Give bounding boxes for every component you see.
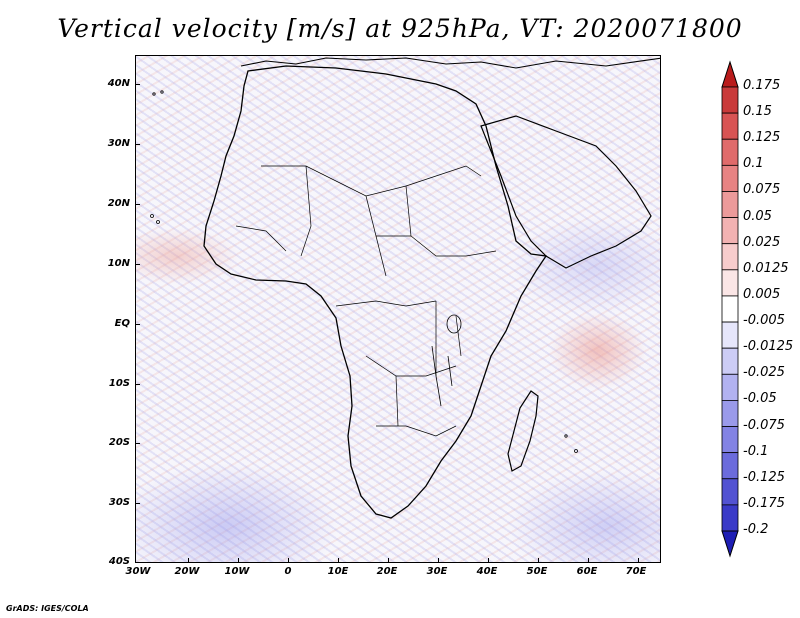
colorbar-svg [721, 60, 739, 558]
lat-tick [135, 384, 140, 385]
colorbar-segment [721, 400, 739, 427]
lon-label-70e: 70E [625, 566, 647, 577]
colorbar-label: -0.05 [743, 391, 777, 407]
lat-label-eq: EQ [114, 318, 130, 329]
lon-tick [638, 558, 639, 563]
lat-tick [135, 84, 140, 85]
colorbar-segment [721, 243, 739, 271]
colorbar-segment [721, 478, 739, 506]
madagascar-outline [507, 390, 539, 472]
colorbar-label: -0.125 [743, 469, 785, 485]
lon-label-20w: 20W [174, 566, 200, 577]
colorbar-label: 0.1 [743, 156, 764, 172]
lon-label-20e: 20E [376, 566, 398, 577]
lon-label-60e: 60E [576, 566, 598, 577]
lat-label-10s: 10S [108, 378, 130, 389]
lon-label-30w: 30W [125, 566, 151, 577]
colorbar-label: 0.15 [743, 104, 772, 120]
lat-label-30n: 30N [107, 138, 130, 149]
arabia-outline [480, 115, 652, 269]
colorbar-label: -0.005 [743, 313, 785, 329]
lat-tick [135, 503, 140, 504]
colorbar-segment [721, 347, 739, 375]
lon-label-10e: 10E [327, 566, 349, 577]
colorbar-label: 0.0125 [743, 260, 789, 276]
mediterranean-coast [240, 57, 660, 69]
lon-label-0: 0 [284, 566, 292, 577]
chart-title: Vertical velocity [m/s] at 925hPa, VT: 2… [57, 14, 743, 43]
colorbar-segment [721, 217, 739, 245]
lon-tick [238, 558, 239, 563]
lon-label-50e: 50E [526, 566, 548, 577]
colorbar-label: -0.1 [743, 443, 769, 459]
colorbar-segment [721, 86, 739, 114]
colorbar-segment [721, 269, 739, 297]
lon-tick [588, 558, 589, 563]
lon-tick [188, 558, 189, 563]
grads-credit: GrADS: IGES/COLA [6, 604, 89, 613]
colorbar-label: -0.025 [743, 365, 785, 381]
lat-label-40n: 40N [107, 78, 130, 89]
islands [150, 90, 578, 453]
lat-label-10n: 10N [107, 258, 130, 269]
lon-tick [388, 558, 389, 563]
colorbar-label: -0.175 [743, 495, 785, 511]
colorbar-segment [721, 321, 739, 349]
lon-tick [538, 558, 539, 563]
lat-tick [135, 204, 140, 205]
africa-continent-outline [203, 65, 548, 519]
colorbar-label: 0.05 [743, 208, 772, 224]
colorbar-segment [721, 373, 739, 401]
colorbar-label: 0.005 [743, 286, 781, 302]
lon-label-10w: 10W [224, 566, 250, 577]
colorbar-segment [721, 138, 739, 166]
lon-tick [338, 558, 339, 563]
lakes [431, 314, 462, 407]
colorbar-segment [721, 112, 739, 140]
colorbar-label: 0.175 [743, 78, 781, 93]
lon-tick [488, 558, 489, 563]
lon-tick [438, 558, 439, 563]
lon-label-30e: 30E [426, 566, 448, 577]
map-plot-area [135, 55, 661, 563]
colorbar-segment [721, 295, 739, 323]
lat-label-20s: 20S [108, 437, 130, 448]
lon-label-40e: 40E [476, 566, 498, 577]
lat-label-40s: 40S [108, 556, 130, 567]
colorbar-segment [721, 164, 739, 192]
colorbar-segment [721, 426, 739, 454]
colorbar-top-arrow [721, 60, 739, 88]
colorbar-label: 0.125 [743, 130, 781, 146]
lat-tick [135, 324, 140, 325]
colorbar-label: 0.025 [743, 234, 781, 250]
colorbar-label: -0.0125 [743, 339, 794, 355]
colorbar-label: -0.2 [743, 522, 769, 537]
lat-label-20n: 20N [107, 198, 130, 209]
lat-tick [135, 144, 140, 145]
lat-tick [135, 264, 140, 265]
lat-tick [135, 443, 140, 444]
colorbar-label: 0.075 [743, 182, 781, 198]
lat-label-30s: 30S [108, 497, 130, 508]
africa-coastline-map [150, 57, 660, 519]
colorbar-bottom-arrow [721, 530, 739, 558]
colorbar-segment [721, 452, 739, 480]
colorbar-segment [721, 504, 739, 532]
colorbar [721, 60, 739, 558]
lon-tick [288, 558, 289, 563]
country-borders [235, 165, 497, 437]
colorbar-segment [721, 191, 739, 218]
colorbar-label: -0.075 [743, 417, 785, 433]
